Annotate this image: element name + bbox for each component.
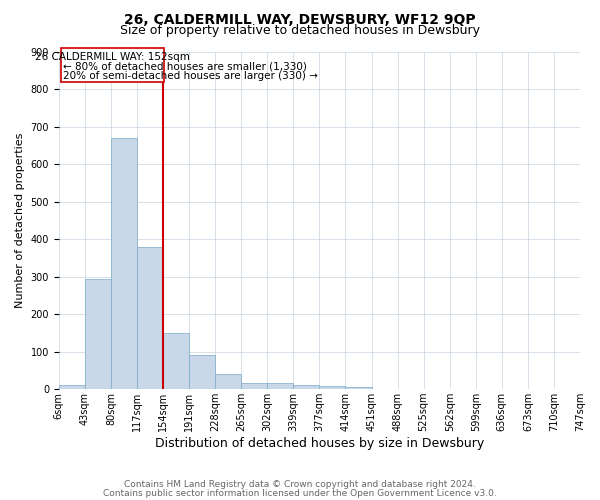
Bar — [189, 356, 215, 389]
Bar — [111, 138, 137, 389]
Text: 26 CALDERMILL WAY: 152sqm: 26 CALDERMILL WAY: 152sqm — [35, 52, 190, 62]
Bar — [137, 246, 163, 389]
Bar — [163, 333, 189, 389]
Bar — [319, 386, 346, 389]
Bar — [241, 383, 267, 389]
Text: Size of property relative to detached houses in Dewsbury: Size of property relative to detached ho… — [120, 24, 480, 37]
Text: 26, CALDERMILL WAY, DEWSBURY, WF12 9QP: 26, CALDERMILL WAY, DEWSBURY, WF12 9QP — [124, 12, 476, 26]
Bar — [215, 374, 241, 389]
Bar — [61, 48, 164, 82]
Text: Contains public sector information licensed under the Open Government Licence v3: Contains public sector information licen… — [103, 489, 497, 498]
Bar — [59, 386, 85, 389]
Bar — [267, 383, 293, 389]
Y-axis label: Number of detached properties: Number of detached properties — [15, 133, 25, 308]
Bar — [293, 384, 319, 389]
Bar — [85, 278, 111, 389]
Bar — [346, 388, 371, 389]
Text: ← 80% of detached houses are smaller (1,330): ← 80% of detached houses are smaller (1,… — [63, 61, 307, 71]
Text: 20% of semi-detached houses are larger (330) →: 20% of semi-detached houses are larger (… — [63, 72, 318, 82]
X-axis label: Distribution of detached houses by size in Dewsbury: Distribution of detached houses by size … — [155, 437, 484, 450]
Text: Contains HM Land Registry data © Crown copyright and database right 2024.: Contains HM Land Registry data © Crown c… — [124, 480, 476, 489]
